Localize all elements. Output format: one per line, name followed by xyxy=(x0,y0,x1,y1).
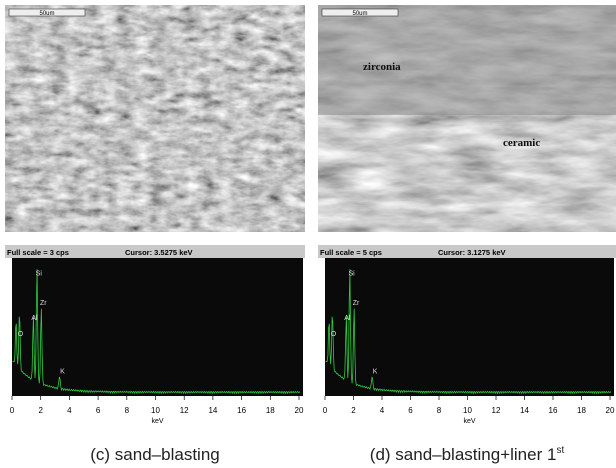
x-tick-label: 20 xyxy=(295,406,304,415)
x-tick-label: 6 xyxy=(96,406,101,415)
x-tick-label: 16 xyxy=(549,406,558,415)
peak-label: Zr xyxy=(40,300,47,307)
scale-bar-label: 50um xyxy=(352,11,367,17)
x-tick-label: 0 xyxy=(10,406,15,415)
x-tick-label: 0 xyxy=(323,406,328,415)
x-tick-label: 4 xyxy=(67,406,72,415)
caption: (d) sand–blasting+liner 1st xyxy=(370,445,565,464)
spectrum-plot xyxy=(12,258,303,396)
full-scale: Full scale = 3 cps xyxy=(7,248,69,257)
x-tick-label: 6 xyxy=(408,406,413,415)
peak-label: Si xyxy=(349,270,356,277)
full-scale: Full scale = 5 cps xyxy=(320,248,382,257)
peak-label: K xyxy=(373,368,378,375)
peak-label: O xyxy=(18,331,24,338)
image-label: ceramic xyxy=(503,137,540,149)
x-tick-label: 16 xyxy=(237,406,246,415)
cursor: Cursor: 3.5275 keV xyxy=(125,248,193,257)
x-tick-label: 2 xyxy=(351,406,356,415)
sem-image xyxy=(5,5,305,232)
x-tick-label: 10 xyxy=(463,406,472,415)
image-label: zirconia xyxy=(363,61,401,73)
x-tick-label: 4 xyxy=(380,406,385,415)
x-tick-label: 18 xyxy=(266,406,275,415)
peak-label: K xyxy=(60,368,65,375)
peak-label: Al xyxy=(344,315,351,322)
cursor: Cursor: 3.1275 keV xyxy=(438,248,506,257)
x-tick-label: 10 xyxy=(151,406,160,415)
x-axis-label: keV xyxy=(463,418,475,425)
spectrum-plot xyxy=(325,258,614,396)
figure: 50um Full scale = 3 cps Cursor: 3.5275 keV… xyxy=(0,0,616,468)
caption-superscript: st xyxy=(556,445,564,456)
caption: (c) sand–blasting xyxy=(90,445,219,464)
x-tick-label: 14 xyxy=(520,406,529,415)
peak-label: Al xyxy=(31,315,38,322)
sem-overlay xyxy=(318,5,616,115)
scale-bar-label: 50um xyxy=(39,11,54,17)
x-tick-label: 8 xyxy=(437,406,442,415)
x-tick-label: 14 xyxy=(208,406,217,415)
peak-label: Si xyxy=(36,270,43,277)
x-tick-label: 12 xyxy=(492,406,501,415)
x-tick-label: 20 xyxy=(606,406,615,415)
peak-label: O xyxy=(331,331,337,338)
peak-label: Zr xyxy=(353,300,360,307)
x-tick-label: 8 xyxy=(125,406,130,415)
x-tick-label: 18 xyxy=(577,406,586,415)
x-axis-label: keV xyxy=(151,418,163,425)
x-tick-label: 12 xyxy=(180,406,189,415)
x-tick-label: 2 xyxy=(38,406,43,415)
